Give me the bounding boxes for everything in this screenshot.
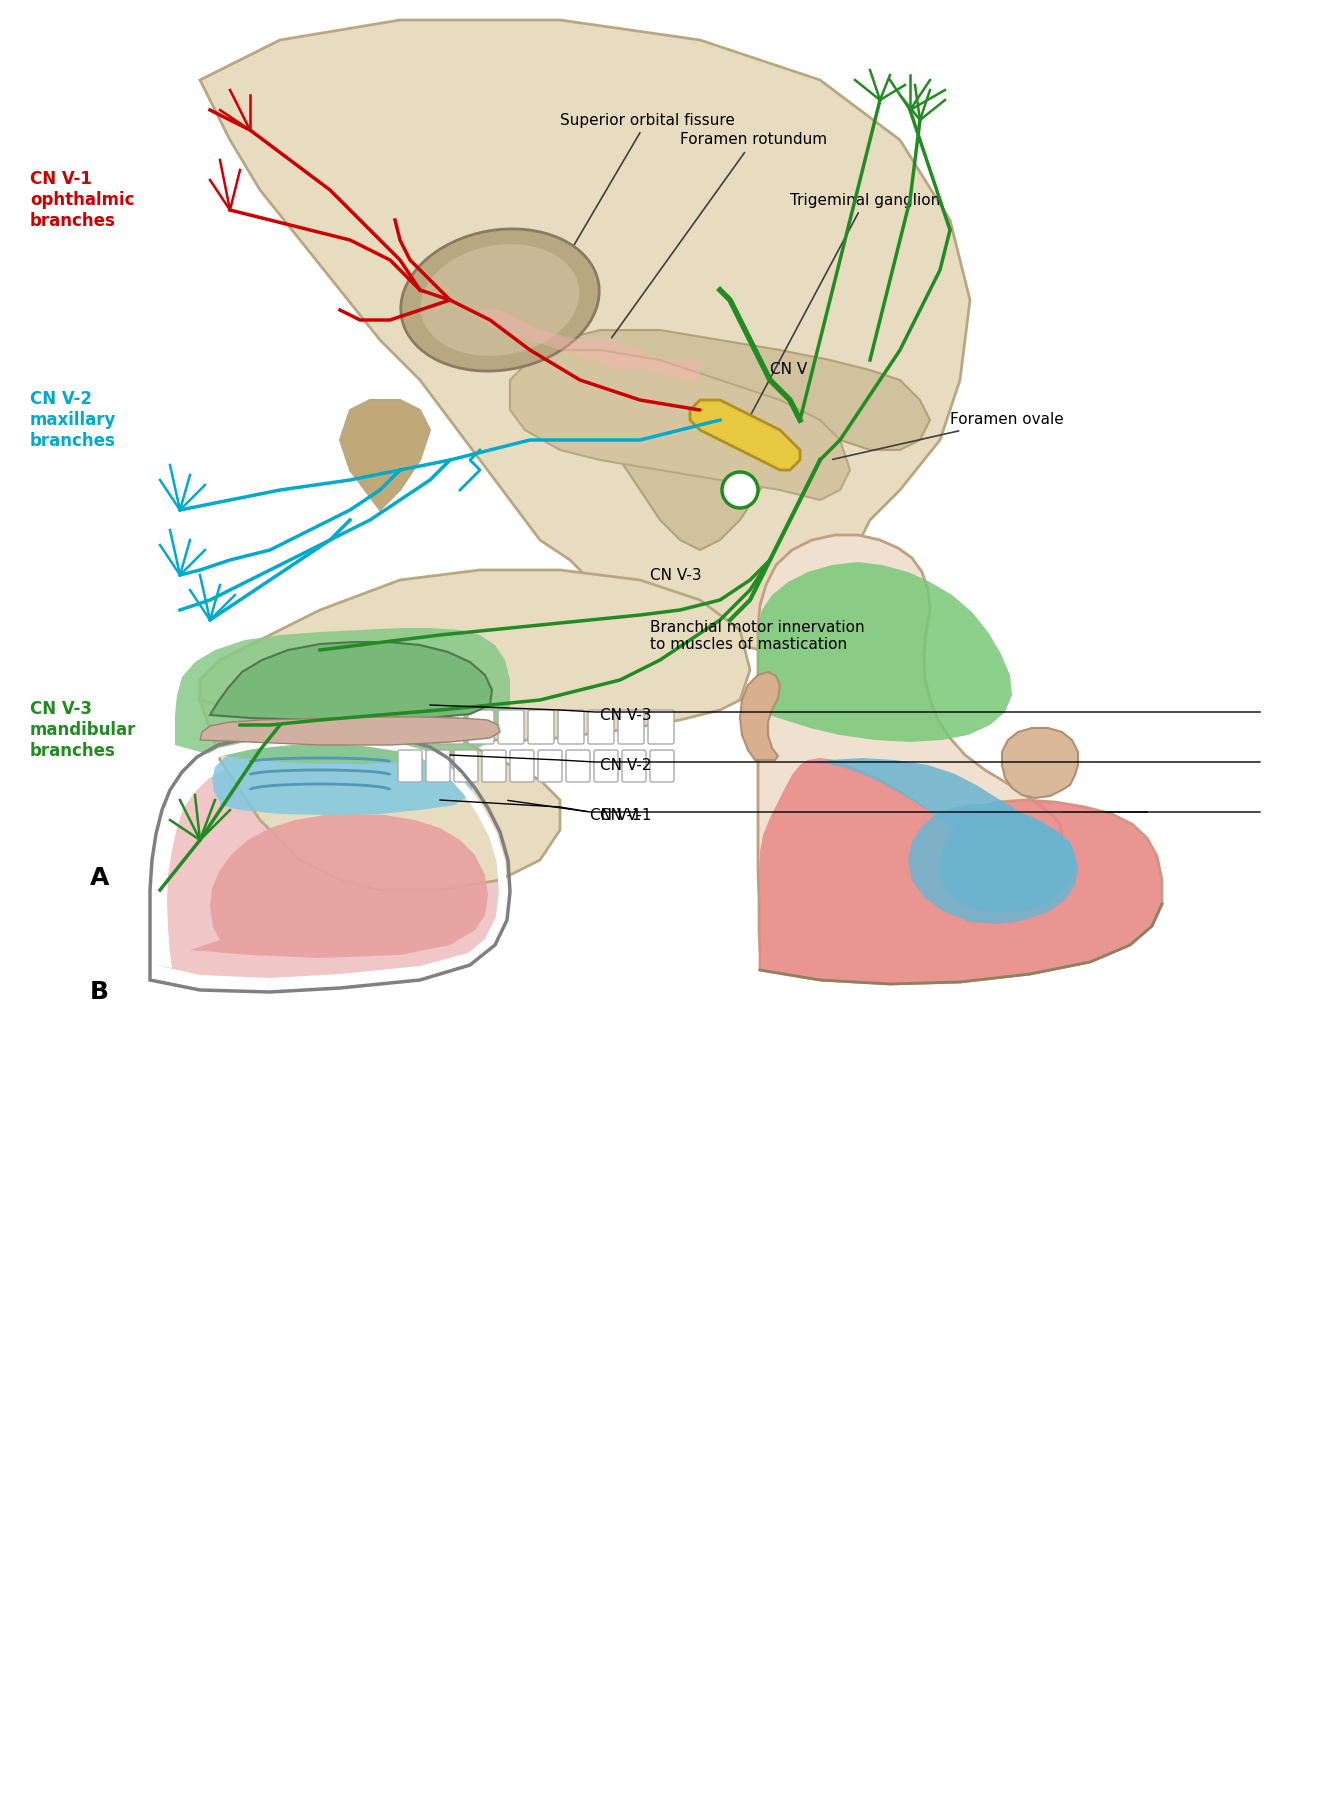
Text: CN V-2: CN V-2 [600, 758, 652, 772]
Polygon shape [907, 799, 1078, 923]
Text: B: B [90, 979, 109, 1004]
Polygon shape [510, 349, 849, 500]
Polygon shape [480, 310, 700, 380]
FancyBboxPatch shape [619, 709, 644, 743]
Text: Superior orbital fissure: Superior orbital fissure [532, 112, 735, 317]
Text: CN V-1: CN V-1 [590, 808, 641, 823]
Text: CN V-1
ophthalmic
branches: CN V-1 ophthalmic branches [30, 171, 135, 230]
Text: A: A [90, 866, 109, 889]
FancyBboxPatch shape [468, 709, 495, 743]
FancyBboxPatch shape [648, 709, 674, 743]
FancyBboxPatch shape [398, 751, 422, 781]
Text: Branchial motor innervation
to muscles of mastication: Branchial motor innervation to muscles o… [650, 619, 865, 652]
FancyBboxPatch shape [510, 751, 534, 781]
Polygon shape [340, 400, 430, 509]
Ellipse shape [401, 229, 599, 371]
FancyBboxPatch shape [528, 709, 554, 743]
FancyBboxPatch shape [650, 751, 674, 781]
Polygon shape [175, 628, 510, 763]
Circle shape [721, 472, 758, 508]
Polygon shape [200, 700, 561, 889]
Polygon shape [190, 814, 488, 958]
Polygon shape [212, 743, 475, 815]
FancyBboxPatch shape [426, 751, 450, 781]
Text: CN V: CN V [770, 362, 807, 378]
Ellipse shape [421, 245, 579, 356]
Text: Trigeminal ganglion: Trigeminal ganglion [741, 193, 940, 432]
Text: CN V-3: CN V-3 [600, 707, 652, 722]
FancyBboxPatch shape [438, 709, 464, 743]
Text: Foramen rotundum: Foramen rotundum [612, 133, 827, 338]
Polygon shape [156, 754, 503, 977]
Text: CN V-1: CN V-1 [600, 808, 652, 823]
FancyBboxPatch shape [454, 751, 477, 781]
Polygon shape [758, 562, 1012, 742]
Polygon shape [758, 535, 1162, 985]
Polygon shape [555, 329, 930, 551]
FancyBboxPatch shape [566, 751, 590, 781]
Polygon shape [210, 643, 492, 720]
Polygon shape [758, 758, 1162, 985]
Text: CN V-3
mandibular
branches: CN V-3 mandibular branches [30, 700, 136, 760]
Polygon shape [801, 758, 1075, 913]
Polygon shape [690, 400, 801, 470]
Polygon shape [1002, 727, 1078, 797]
Text: CN V-2
maxillary
branches: CN V-2 maxillary branches [30, 391, 116, 450]
FancyBboxPatch shape [623, 751, 646, 781]
FancyBboxPatch shape [408, 709, 434, 743]
FancyBboxPatch shape [538, 751, 562, 781]
Text: Foramen ovale: Foramen ovale [832, 412, 1063, 459]
Polygon shape [200, 716, 500, 745]
FancyBboxPatch shape [499, 709, 524, 743]
FancyBboxPatch shape [558, 709, 584, 743]
FancyBboxPatch shape [588, 709, 615, 743]
FancyBboxPatch shape [594, 751, 619, 781]
Polygon shape [740, 671, 780, 760]
FancyBboxPatch shape [481, 751, 506, 781]
Polygon shape [200, 20, 969, 650]
Text: CN V-3: CN V-3 [650, 567, 702, 583]
Polygon shape [200, 571, 751, 740]
